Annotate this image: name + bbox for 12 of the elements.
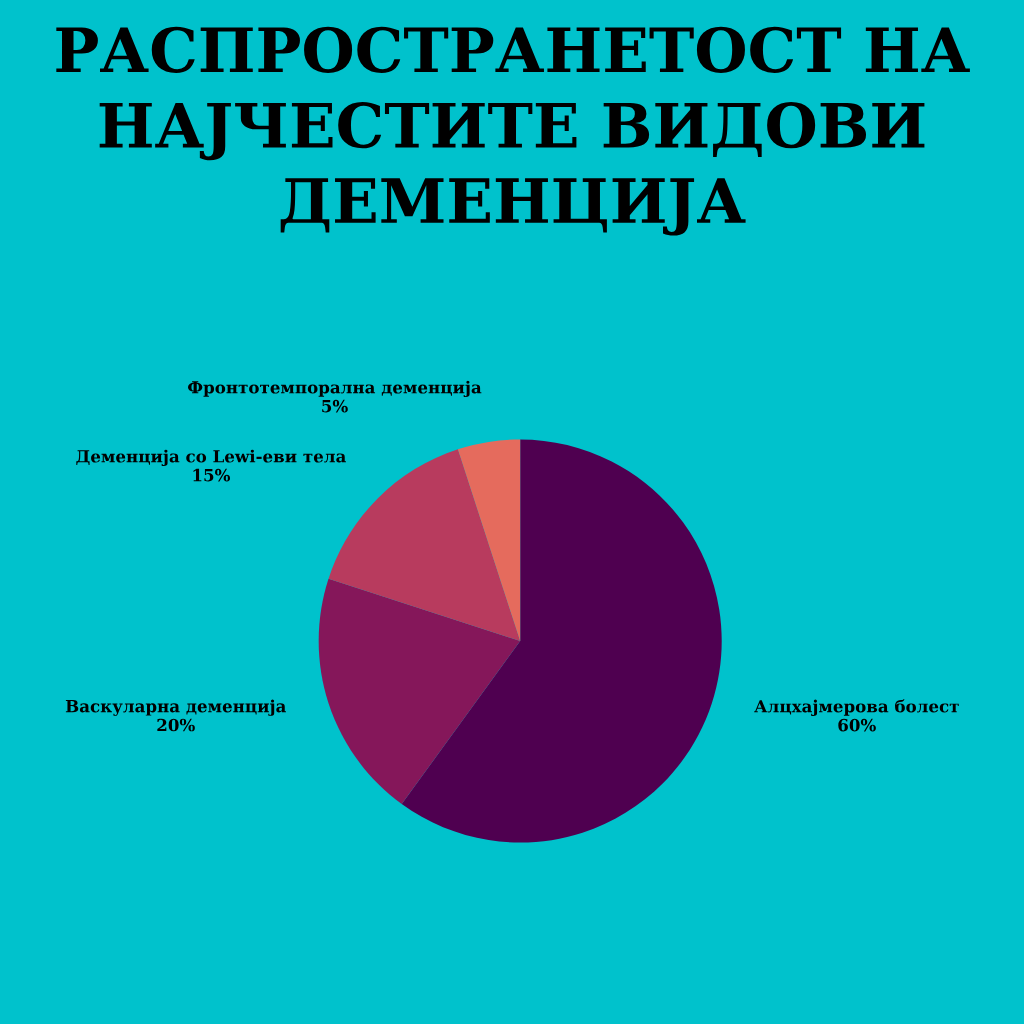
data-label: 20% — [157, 718, 195, 732]
slice-label: Алцхајмерова болест — [754, 699, 959, 716]
pie-slice — [401, 439, 722, 843]
chart-title: РАСПРОСТРАНЕТОСТ НА НАЈЧЕСТИТЕ ВИДОВИ ДЕМЕНЦИЈА — [56, 26, 970, 236]
slice-label: Фронтотемпорална деменција — [187, 380, 482, 398]
data-label: 15% — [193, 468, 231, 482]
slice-label: Деменција со Lewi-еви тела — [76, 449, 346, 467]
data-label: 60% — [838, 718, 876, 732]
slice-label: Васкуларна деменција — [65, 699, 286, 716]
data-label: 5% — [322, 399, 348, 413]
pie-slice — [318, 578, 521, 805]
pie-slice — [457, 439, 521, 642]
